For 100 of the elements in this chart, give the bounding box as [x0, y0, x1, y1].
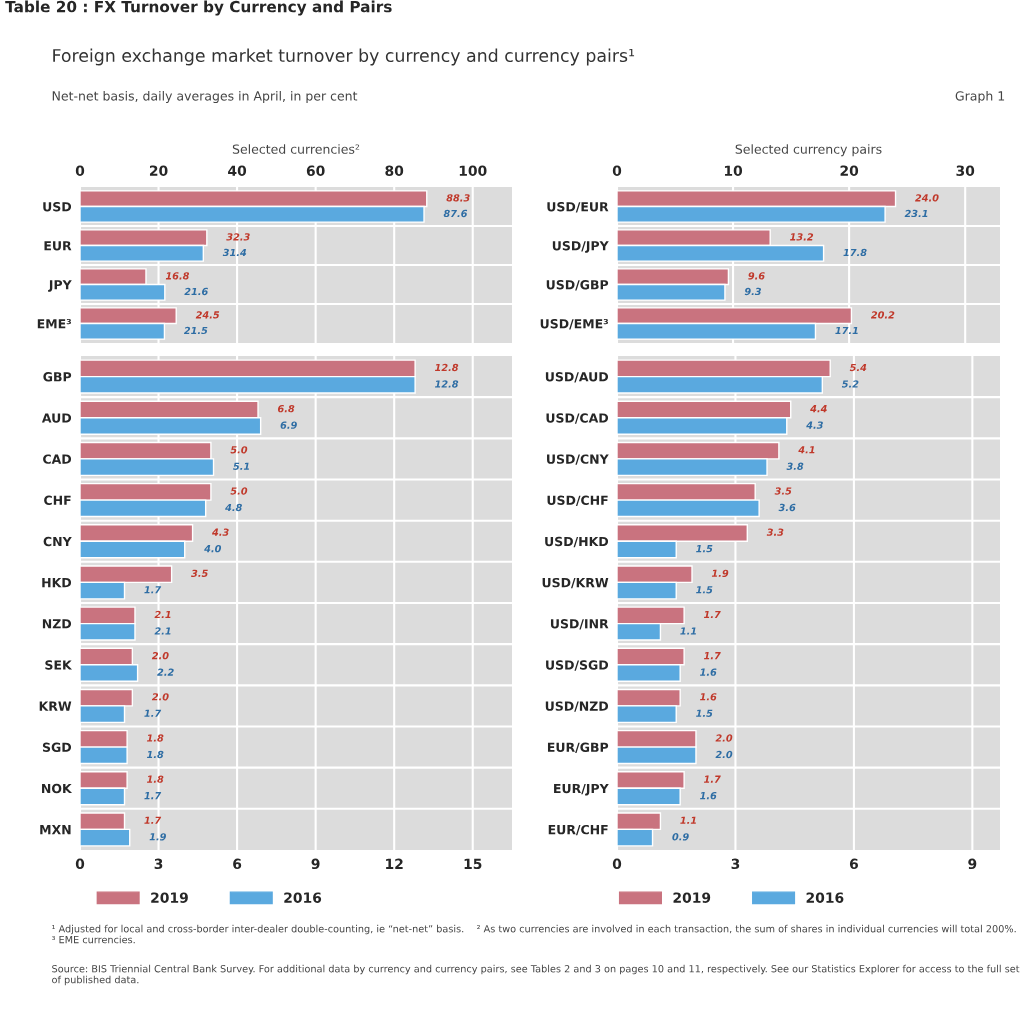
- y-tick-label: USD: [43, 201, 72, 212]
- y-tick-label: USD/JPY: [552, 240, 609, 253]
- data-label: 9.3: [744, 287, 762, 296]
- data-label: 24.0: [915, 194, 939, 202]
- y-tick-label: MXN: [40, 825, 71, 835]
- text: Net-net basis, daily averages in April, in per cent: [52, 90, 358, 104]
- y-tick-label: GBP: [43, 372, 72, 382]
- data-label: 1.9: [711, 569, 729, 578]
- x2-tick-label: 100: [459, 165, 487, 176]
- data-label: 1.7: [144, 709, 162, 717]
- caption: Table 20 : FX Turnover by Currency and Pairs: [5, 0, 392, 16]
- data-label: 87.6: [443, 209, 468, 218]
- data-label: 1.8: [146, 734, 164, 742]
- x-tick-label: 3: [731, 858, 740, 870]
- x2-tick-label: 0: [75, 165, 85, 176]
- x-tick-label: 12: [386, 858, 403, 869]
- y-tick-label: JPY: [48, 280, 72, 292]
- data-label: 4.8: [225, 503, 242, 512]
- legend-label: 2016: [284, 892, 322, 903]
- data-label: 1.7: [144, 586, 162, 594]
- y-tick-label: NOK: [42, 783, 73, 794]
- data-label: 4.1: [798, 446, 815, 454]
- y-tick-label: USD/NZD: [545, 701, 609, 712]
- y-tick-label: NZD: [42, 619, 72, 629]
- y-tick-label: USD/EME³: [540, 318, 608, 330]
- data-label: 21.5: [183, 326, 208, 335]
- data-label: 3.6: [778, 503, 796, 512]
- data-label: 1.7: [144, 816, 162, 824]
- data-label: 1.5: [696, 709, 713, 717]
- legend-label: 2019: [673, 892, 711, 903]
- data-label: 23.1: [904, 209, 928, 218]
- data-label: 1.7: [703, 775, 721, 783]
- data-label: 17.8: [843, 248, 867, 257]
- y-tick-label: USD/AUD: [545, 372, 609, 383]
- data-label: 20.2: [870, 311, 895, 319]
- x2-tick-label: 0: [612, 165, 622, 176]
- data-label: 2.1: [154, 627, 171, 635]
- y-tick-label: HKD: [42, 578, 72, 588]
- y-tick-label: EME³: [37, 318, 71, 329]
- y-tick-label: EUR/JPY: [554, 783, 609, 796]
- data-label: 4.4: [810, 405, 827, 413]
- data-label: 1.6: [700, 668, 717, 676]
- x2-tick-label: 40: [228, 165, 247, 176]
- x-tick-label: 0: [612, 858, 622, 870]
- y-tick-label: EUR: [44, 241, 72, 251]
- data-label: 2.0: [151, 693, 169, 701]
- x2-tick-label: 60: [306, 165, 325, 176]
- x2-tick-label: 10: [724, 165, 743, 176]
- x-tick-label: 9: [311, 858, 320, 870]
- y-tick-label: CNY: [43, 536, 72, 547]
- data-label: 6.9: [280, 421, 297, 429]
- data-label: 3.8: [786, 462, 804, 470]
- data-label: 2.0: [715, 734, 733, 742]
- y-tick-label: USD/CAD: [546, 413, 609, 424]
- data-label: 5.4: [849, 363, 867, 372]
- y-tick-label: SGD: [42, 742, 72, 753]
- y-tick-label: USD/GBP: [546, 279, 609, 291]
- x-tick-label: 9: [968, 858, 977, 870]
- data-label: 3.5: [191, 569, 208, 577]
- data-label: 1.5: [696, 586, 713, 594]
- text: ¹ Adjusted for local and cross-border inter-dealer double-counting, ie “net-net” basis. ² As two currencies are involved in each transaction, the sum of shares in individual currencies will total 200%. ³ EME currencies.: [52, 924, 1016, 944]
- y-tick-label: AUD: [41, 413, 72, 423]
- legend-label: 2016: [806, 892, 844, 903]
- y-tick-label: CHF: [44, 495, 71, 506]
- data-label: 4.0: [204, 544, 222, 553]
- y-tick-label: USD/EUR: [547, 201, 609, 213]
- x2-tick-label: 30: [956, 165, 975, 176]
- data-label: 1.7: [144, 792, 162, 800]
- data-label: 17.1: [835, 326, 858, 334]
- data-label: 12.8: [434, 380, 459, 388]
- data-label: 1.7: [703, 610, 721, 619]
- y-tick-label: EUR/CHF: [548, 824, 608, 836]
- x-tick-label: 6: [233, 858, 242, 870]
- x-tick-label: 3: [154, 858, 163, 870]
- text: Foreign exchange market turnover by currency and currency pairs¹: [53, 48, 635, 66]
- data-label: 2.0: [715, 750, 733, 759]
- caption: Graph 1: [955, 90, 1005, 104]
- x-tick-label: 6: [849, 858, 858, 870]
- y-tick-label: USD/HKD: [545, 536, 609, 548]
- data-label: 3.5: [774, 487, 792, 495]
- y-tick-label: CAD: [43, 454, 72, 464]
- y-tick-label: USD/CNY: [547, 454, 609, 465]
- data-label: 1.8: [146, 750, 164, 759]
- data-label: 2.1: [154, 610, 171, 619]
- chart-title: Selected currency pairs: [735, 144, 882, 157]
- y-tick-label: KRW: [39, 701, 72, 711]
- data-label: 21.6: [184, 287, 208, 296]
- data-label: 2.2: [157, 668, 174, 676]
- data-label: 5.0: [230, 446, 248, 454]
- data-label: 1.6: [700, 693, 717, 701]
- y-tick-label: USD/KRW: [542, 577, 609, 589]
- data-label: 1.1: [680, 627, 696, 635]
- data-label: 4.3: [212, 528, 229, 536]
- source-note: Source: BIS Triennial Central Bank Survey. For additional data by currency and currency pairs, see Tables 2 and 3 on pages 10 and 11, respectively. See our Statistics Explorer for access to the full set of published data.: [52, 964, 1020, 986]
- y-tick-label: SEK: [45, 660, 73, 670]
- y-tick-label: EUR/GBP: [547, 742, 609, 753]
- data-label: 5.1: [233, 462, 250, 470]
- data-label: 1.6: [700, 791, 717, 800]
- data-label: 1.9: [149, 833, 166, 841]
- y-tick-label: USD/INR: [550, 619, 609, 630]
